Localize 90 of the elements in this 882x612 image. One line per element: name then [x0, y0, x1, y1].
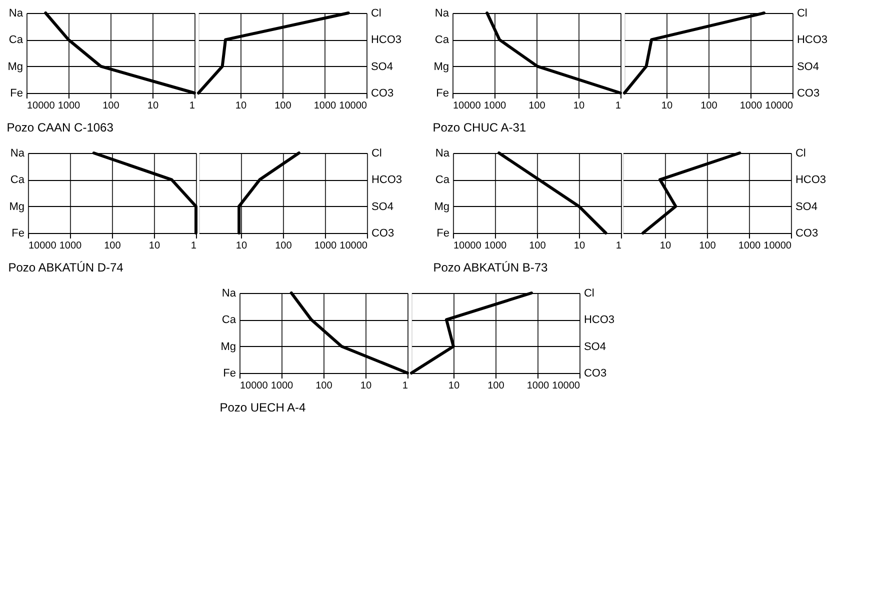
- y-tick-label: Fe: [223, 368, 236, 380]
- x-tick-label: 100: [274, 100, 292, 112]
- x-tick-label: 100: [529, 240, 546, 252]
- x-tick-label: 10: [448, 380, 460, 392]
- x-tick-label: 10: [660, 240, 672, 252]
- y-tick-label: Ca: [222, 314, 237, 326]
- y2-tick-label: HCO3: [795, 174, 826, 186]
- x-tick-label: 10: [661, 100, 673, 112]
- y2-tick-label: CO3: [371, 228, 394, 240]
- text: Pozo CAAN C-1063: [6, 120, 114, 134]
- y2-tick-label: HCO3: [796, 34, 828, 46]
- x-tick-label: 1000: [58, 100, 81, 112]
- x-tick-label: 1000: [59, 240, 82, 252]
- y-tick-label: Fe: [12, 228, 24, 240]
- y2-tick-label: HCO3: [371, 174, 402, 186]
- y-tick-label: Na: [10, 148, 26, 160]
- text: Pozo CHUC A-31: [432, 120, 526, 134]
- y2-tick-label: Cl: [796, 8, 808, 20]
- x-tick-label: 100: [528, 100, 546, 112]
- x-tick-label: 10: [147, 100, 159, 112]
- text: Pozo UECH A-4: [220, 400, 306, 414]
- y2-tick-label: Cl: [370, 8, 382, 20]
- x-tick-label: 100: [104, 240, 122, 252]
- y-tick-label: Ca: [434, 34, 450, 46]
- x-tick-label: 10: [360, 380, 372, 392]
- y2-tick-label: CO3: [584, 368, 607, 380]
- x-tick-label: 10000: [453, 240, 482, 252]
- x-tick-label: 1: [189, 100, 196, 112]
- y2-tick-label: SO4: [796, 60, 819, 73]
- x-tick-label: 10000: [765, 100, 794, 112]
- x-tick-label: 100: [275, 240, 292, 252]
- y2-tick-label: SO4: [370, 60, 393, 73]
- x-tick-label: 1000: [738, 240, 762, 252]
- y2-tick-label: SO4: [584, 340, 606, 353]
- y2-tick-label: CO3: [796, 88, 820, 100]
- y-tick-label: Na: [435, 148, 450, 160]
- x-tick-label: 10000: [452, 100, 482, 112]
- x-tick-label: 10000: [339, 100, 368, 112]
- y-tick-label: Fe: [436, 228, 450, 240]
- x-tick-label: 1: [615, 100, 622, 112]
- x-tick-label: 100: [316, 380, 333, 392]
- y2-tick-label: HCO3: [370, 34, 402, 46]
- x-tick-label: 1000: [526, 380, 550, 392]
- text: Pozo ABKATÚN D-74: [8, 260, 124, 274]
- y2-tick-label: CO3: [370, 88, 394, 100]
- y-tick-label: Mg: [9, 200, 24, 213]
- y-tick-label: Ca: [8, 34, 24, 46]
- x-tick-label: 10000: [240, 380, 268, 392]
- y-tick-label: Mg: [8, 60, 23, 73]
- y-tick-label: Mg: [434, 200, 450, 213]
- y-tick-label: Na: [434, 8, 450, 20]
- x-tick-label: 10000: [552, 380, 580, 392]
- x-tick-label: 100: [700, 100, 718, 112]
- y-tick-label: Mg: [220, 340, 236, 353]
- x-tick-label: 1000: [484, 240, 508, 252]
- x-tick-label: 10000: [764, 240, 792, 252]
- y2-tick-label: SO4: [795, 200, 818, 213]
- x-tick-label: 1000: [314, 240, 338, 252]
- x-tick-label: 1000: [314, 100, 337, 112]
- y2-tick-label: CO3: [795, 228, 818, 240]
- x-tick-label: 10: [236, 240, 248, 252]
- x-tick-label: 1000: [484, 100, 507, 112]
- y-tick-label: Na: [222, 288, 237, 300]
- y2-tick-label: Cl: [371, 148, 382, 160]
- x-tick-label: 10000: [26, 100, 56, 112]
- y2-tick-label: HCO3: [584, 314, 615, 326]
- y2-tick-label: SO4: [371, 200, 394, 213]
- x-tick-label: 100: [488, 380, 505, 392]
- y-tick-label: Ca: [10, 174, 26, 186]
- x-tick-label: 10000: [340, 240, 368, 252]
- y-tick-label: Na: [8, 8, 24, 20]
- x-tick-label: 1000: [270, 380, 294, 392]
- x-tick-label: 10: [573, 100, 585, 112]
- y-tick-label: Fe: [10, 88, 23, 100]
- x-tick-label: 10: [574, 240, 586, 252]
- x-tick-label: 100: [699, 240, 716, 252]
- x-tick-label: 10: [148, 240, 160, 252]
- x-tick-label: 1: [402, 380, 408, 392]
- x-tick-label: 10: [235, 100, 247, 112]
- x-tick-label: 10000: [28, 240, 57, 252]
- y-tick-label: Mg: [434, 60, 449, 73]
- y2-tick-label: Cl: [795, 148, 806, 160]
- x-tick-label: 1: [616, 240, 622, 252]
- y2-tick-label: Cl: [584, 288, 594, 300]
- x-tick-label: 1: [190, 240, 197, 252]
- x-tick-label: 100: [102, 100, 120, 112]
- y-tick-label: Fe: [436, 88, 449, 100]
- y-tick-label: Ca: [435, 174, 450, 186]
- text: Pozo ABKATÚN B-73: [433, 260, 548, 274]
- x-tick-label: 1000: [740, 100, 763, 112]
